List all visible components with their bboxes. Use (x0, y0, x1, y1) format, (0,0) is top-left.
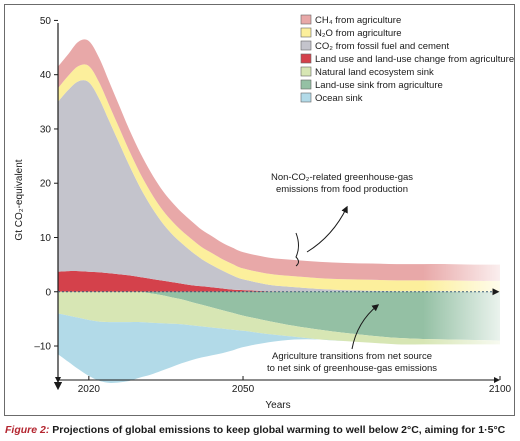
y-tick-label: 30 (40, 124, 52, 135)
y-tick-label: 40 (40, 70, 52, 81)
figure-caption: Figure 2: Projections of global emission… (5, 424, 505, 436)
x-tick-label: 2020 (78, 384, 101, 395)
y-axis-label: Gt CO₂-equivalent (14, 159, 25, 240)
y-tick-label: 20 (40, 179, 52, 190)
legend-label-land-use-and-land-use-change-from-agriculture: Land use and land-use change from agricu… (315, 54, 514, 65)
annotation-brace (295, 232, 299, 267)
legend-swatch-ch4-from-agriculture (300, 14, 312, 25)
y-axis-arrow-down (55, 377, 61, 383)
right-fade-overlay (422, 15, 504, 384)
legend-label-co2-from-fossil-fuel-and-cement: CO₂ from fossil fuel and cement (315, 41, 449, 52)
annotation-non-co2-line: emissions from food production (276, 184, 408, 195)
legend-label-ch4-from-agriculture: CH₄ from agriculture (315, 15, 401, 26)
annotation-non-co2-line: Non-CO₂-related greenhouse-gas (271, 172, 413, 183)
annotation-transition-line: to net sink of greenhouse-gas emissions (267, 363, 437, 374)
caption-text: Projections of global emissions to keep … (49, 424, 506, 436)
area-land-use-sink-from-agriculture (58, 291, 500, 341)
legend-label-ocean-sink: Ocean sink (315, 93, 363, 104)
legend-swatch-land-use-sink-from-agriculture (300, 79, 312, 90)
legend-swatch-land-use-and-land-use-change-from-agriculture (300, 53, 312, 64)
annotation-arrow-transition (351, 304, 380, 350)
annotation-arrow-non-co2 (306, 205, 348, 253)
legend-label-land-use-sink-from-agriculture: Land-use sink from agriculture (315, 80, 443, 91)
annotation-transition-line: Agriculture transitions from net source (272, 351, 432, 362)
area-co2-from-fossil-fuel-and-cement (58, 80, 500, 292)
legend-swatch-n2o-from-agriculture (300, 27, 312, 38)
x-axis-label: Years (265, 400, 290, 411)
legend-label-n2o-from-agriculture: N₂O from agriculture (315, 28, 402, 39)
area-natural-land-ecosystem-sink (58, 291, 500, 345)
y-tick-label: 50 (40, 16, 52, 27)
area-land-use-and-land-use-change-from-agriculture (58, 271, 500, 292)
y-tick-label: –10 (34, 342, 51, 353)
y-tick-label: 10 (40, 233, 52, 244)
legend-label-natural-land-ecosystem-sink: Natural land ecosystem sink (315, 67, 434, 78)
caption-prefix: Figure 2: (5, 424, 50, 436)
legend-swatch-ocean-sink (300, 92, 312, 103)
x-tick-label: 2050 (232, 384, 255, 395)
x-tick-label: 2100 (489, 384, 512, 395)
x-axis-arrow-right (494, 377, 500, 383)
legend-swatch-co2-from-fossil-fuel-and-cement (300, 40, 312, 51)
area-ocean-sink (58, 313, 500, 383)
legend-swatch-natural-land-ecosystem-sink (300, 66, 312, 77)
y-tick-label: 0 (45, 287, 51, 298)
